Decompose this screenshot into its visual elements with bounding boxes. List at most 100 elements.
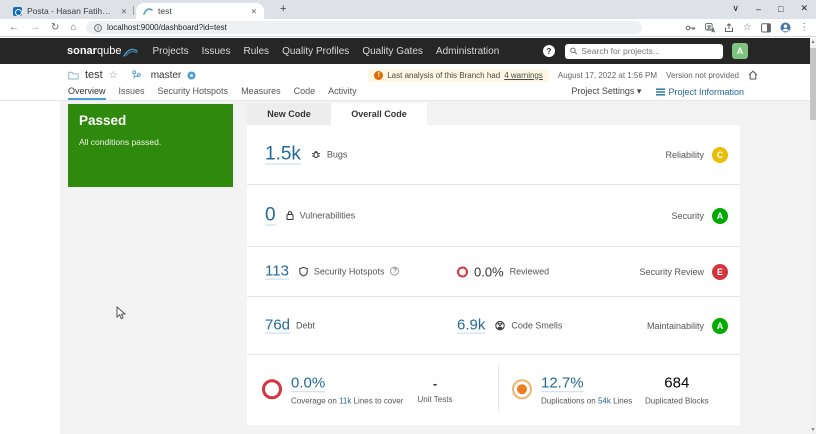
security-rating-badge[interactable]: A: [712, 208, 728, 224]
branch-icon: [132, 70, 141, 81]
browser-tab-test[interactable]: test ✕: [136, 3, 264, 19]
address-bar[interactable]: localhost:9000/dashboard?id=test: [86, 21, 642, 34]
translate-icon[interactable]: [705, 23, 715, 33]
project-search-box[interactable]: [565, 44, 723, 59]
debt-value[interactable]: 76d: [265, 317, 290, 334]
project-name: test: [85, 69, 103, 81]
user-avatar[interactable]: A: [732, 43, 748, 59]
tab-new-code[interactable]: New Code: [247, 103, 331, 125]
tab-close-icon[interactable]: ✕: [121, 7, 127, 16]
new-tab-button[interactable]: +: [276, 2, 290, 16]
code-smells-label: Code Smells: [511, 321, 562, 331]
profile-icon[interactable]: [780, 22, 791, 33]
browser-menu-icon[interactable]: ⋮: [800, 22, 810, 33]
lines-to-cover-link[interactable]: 11k: [339, 396, 351, 405]
navbar-item-quality-profiles[interactable]: Quality Profiles: [282, 46, 349, 57]
bugs-label: Bugs: [327, 150, 348, 160]
navbar-item-projects[interactable]: Projects: [152, 46, 188, 57]
shield-icon: [299, 267, 308, 277]
hotspots-help-icon[interactable]: ?: [390, 267, 399, 276]
navbar-item-rules[interactable]: Rules: [243, 46, 269, 57]
reviewed-ring-icon: [457, 266, 468, 277]
coverage-value[interactable]: 0.0%: [291, 375, 325, 393]
mouse-cursor: [116, 306, 127, 320]
maintainability-label: Maintainability: [647, 321, 704, 331]
security-review-rating-badge[interactable]: E: [712, 264, 728, 280]
version-note: Version not provided: [666, 71, 739, 80]
sonarqube-swoosh-icon: [123, 46, 138, 57]
branch-status-icon[interactable]: [187, 71, 196, 80]
navbar-item-quality-gates[interactable]: Quality Gates: [362, 46, 423, 57]
window-close-button[interactable]: ✕: [800, 3, 808, 14]
home-button[interactable]: ⌂: [70, 22, 76, 33]
refresh-button[interactable]: ↻: [51, 22, 59, 33]
tab-title: Posta - Hasan Fatih - Outlook: [27, 6, 112, 16]
key-icon[interactable]: [685, 23, 696, 33]
project-folder-icon: [68, 71, 79, 80]
tab-close-icon[interactable]: ✕: [251, 7, 257, 16]
tab-security-hotspots[interactable]: Security Hotspots: [158, 86, 229, 100]
search-icon: [570, 47, 577, 55]
vulnerabilities-value[interactable]: 0: [265, 205, 276, 226]
unit-tests-value: -: [410, 376, 460, 391]
reliability-rating-badge[interactable]: C: [712, 147, 728, 163]
security-hotspots-label: Security Hotspots: [314, 267, 385, 277]
tab-issues[interactable]: Issues: [119, 86, 145, 100]
window-maximize-button[interactable]: □: [778, 4, 783, 14]
side-panel-icon[interactable]: [761, 23, 771, 33]
reviewed-label: Reviewed: [510, 267, 550, 277]
duplications-label: Duplications on 54k Lines: [541, 396, 632, 405]
scroll-down-icon[interactable]: ▼: [810, 426, 816, 434]
navbar-item-issues[interactable]: Issues: [202, 46, 231, 57]
homepage-icon[interactable]: [748, 70, 758, 80]
tab-code[interactable]: Code: [294, 86, 316, 100]
window-chevron-icon[interactable]: ∨: [732, 3, 739, 14]
tab-overview[interactable]: Overview: [68, 86, 106, 100]
project-information-button[interactable]: Project Information: [656, 87, 744, 97]
site-info-icon[interactable]: [94, 24, 102, 32]
quality-gate-panel: Passed All conditions passed.: [68, 104, 233, 187]
tab-title: test: [158, 6, 242, 16]
tab-activity[interactable]: Activity: [328, 86, 357, 100]
security-hotspots-value[interactable]: 113: [265, 263, 289, 280]
branch-name[interactable]: master: [151, 70, 182, 81]
warnings-link[interactable]: 4 warnings: [504, 71, 543, 80]
help-icon[interactable]: ?: [543, 45, 555, 57]
tab-overall-code[interactable]: Overall Code: [331, 103, 427, 125]
coverage-duplications-row: 0.0% Coverage on 11k Lines to cover - Un…: [247, 355, 740, 424]
url-text: localhost:9000/dashboard?id=test: [107, 23, 227, 32]
duplications-value[interactable]: 12.7%: [541, 375, 584, 393]
share-icon[interactable]: [724, 23, 734, 33]
caret-down-icon: ▾: [637, 86, 642, 96]
bugs-row: 1.5k Bugs Reliability C: [247, 125, 740, 185]
bug-icon: [311, 150, 321, 160]
code-smell-icon: [495, 321, 505, 331]
project-settings-dropdown[interactable]: Project Settings ▾: [571, 86, 641, 97]
window-minimize-button[interactable]: –: [756, 4, 761, 14]
maintainability-rating-badge[interactable]: A: [712, 318, 728, 334]
duplicated-lines-link[interactable]: 54k: [598, 396, 611, 405]
coverage-label: Coverage on 11k Lines to cover: [291, 396, 403, 405]
unit-tests-label: Unit Tests: [410, 395, 460, 404]
search-input[interactable]: [581, 46, 718, 56]
code-smells-value[interactable]: 6.9k: [457, 317, 485, 334]
browser-toolbar: ← → ↻ ⌂ localhost:9000/dashboard?id=test…: [0, 19, 816, 37]
list-icon: [656, 88, 665, 96]
favorite-star-icon[interactable]: ☆: [109, 70, 118, 81]
sonarqube-logo[interactable]: sonarqube: [67, 45, 138, 57]
scrollbar-thumb[interactable]: [810, 48, 816, 120]
back-button[interactable]: ←: [9, 22, 19, 33]
page-scrollbar[interactable]: ▲ ▼: [810, 38, 816, 434]
browser-tab-outlook[interactable]: Posta - Hasan Fatih - Outlook ✕: [6, 3, 134, 19]
duplicated-blocks-value[interactable]: 684: [664, 374, 689, 391]
sonarqube-navbar: sonarqube Projects Issues Rules Quality …: [0, 38, 810, 64]
bugs-value[interactable]: 1.5k: [265, 144, 301, 165]
navbar-item-administration[interactable]: Administration: [436, 46, 499, 57]
security-review-label: Security Review: [639, 267, 704, 277]
bookmark-star-icon[interactable]: ☆: [743, 22, 752, 33]
forward-button[interactable]: →: [30, 22, 40, 33]
warning-text: Last analysis of this Branch had: [387, 71, 500, 80]
maintainability-row: 76d Debt 6.9k Code Smells Maintainabilit…: [247, 297, 740, 355]
tab-measures[interactable]: Measures: [241, 86, 281, 100]
scroll-up-icon[interactable]: ▲: [810, 38, 816, 46]
